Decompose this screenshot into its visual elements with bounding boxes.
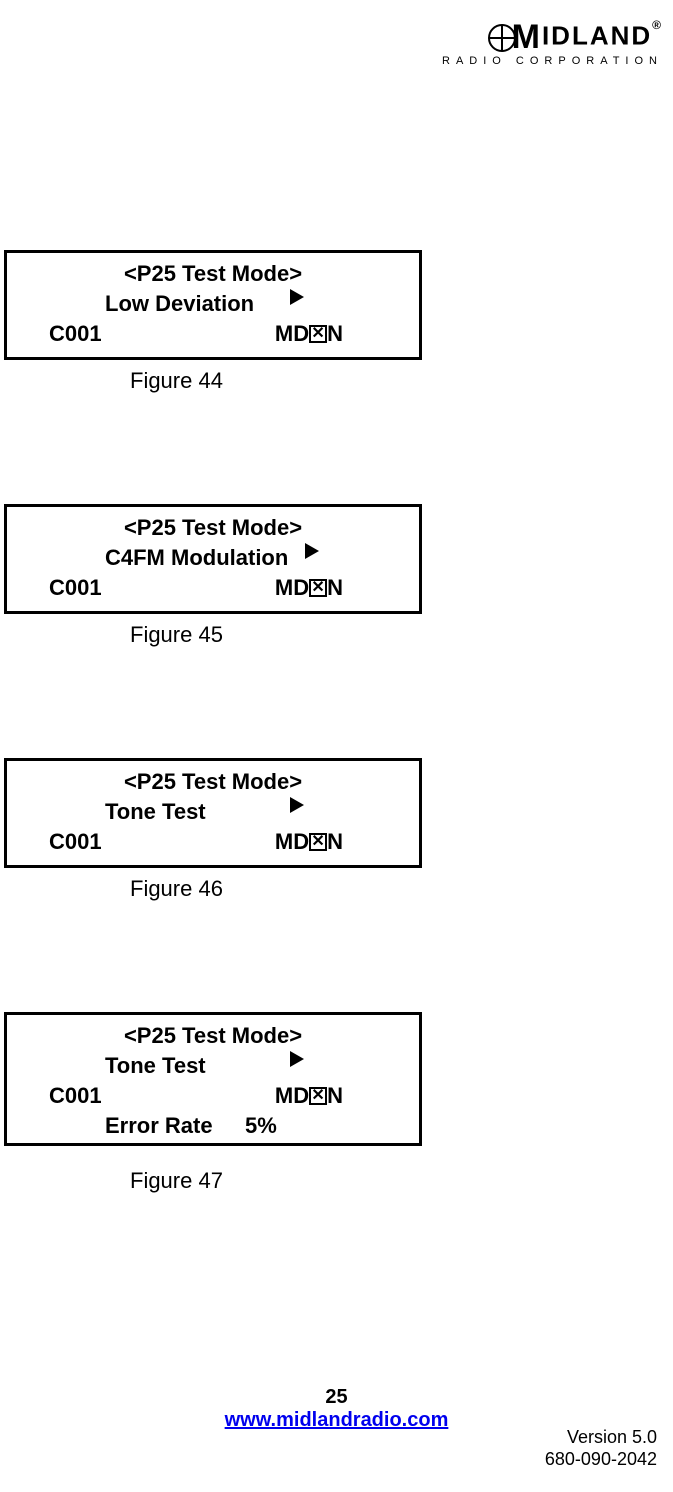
registered-mark: ® bbox=[652, 18, 663, 32]
display-title: <P25 Test Mode> bbox=[7, 767, 419, 797]
play-icon bbox=[290, 797, 304, 813]
figure-caption: Figure 45 bbox=[130, 622, 673, 648]
figure-caption: Figure 44 bbox=[130, 368, 673, 394]
figure-block: <P25 Test Mode> Low Deviation C001 MD✕N … bbox=[0, 250, 673, 394]
display-status-row: C001 MD✕N bbox=[7, 573, 419, 603]
status-suffix: N bbox=[327, 575, 343, 600]
channel-label: C001 bbox=[49, 319, 102, 349]
boxed-x-icon: ✕ bbox=[309, 1087, 327, 1105]
display-mode-row: Tone Test bbox=[7, 1051, 419, 1081]
error-rate-value: 5% bbox=[245, 1111, 277, 1141]
mode-label: Low Deviation bbox=[105, 289, 290, 319]
mode-label: Tone Test bbox=[105, 797, 290, 827]
display-status-row: C001 MD✕N bbox=[7, 827, 419, 857]
brand-logo-text: MIDLAND® bbox=[442, 18, 663, 57]
doc-number: 680-090-2042 bbox=[545, 1448, 657, 1470]
error-rate-label: Error Rate bbox=[105, 1111, 245, 1141]
figure-caption: Figure 46 bbox=[130, 876, 673, 902]
display-status-row: C001 MD✕N bbox=[7, 319, 419, 349]
channel-label: C001 bbox=[49, 1081, 102, 1111]
display-mode-row: Low Deviation bbox=[7, 289, 419, 319]
figure-block: <P25 Test Mode> Tone Test C001 MD✕N Figu… bbox=[0, 758, 673, 902]
version-text: Version 5.0 bbox=[545, 1426, 657, 1448]
status-indicator: MD✕N bbox=[275, 573, 419, 603]
status-suffix: N bbox=[327, 1083, 343, 1108]
page-number: 25 bbox=[0, 1386, 673, 1409]
version-block: Version 5.0 680-090-2042 bbox=[545, 1426, 657, 1470]
display-mode-row: C4FM Modulation bbox=[7, 543, 419, 573]
figures-content: <P25 Test Mode> Low Deviation C001 MD✕N … bbox=[0, 250, 673, 1304]
display-title: <P25 Test Mode> bbox=[7, 513, 419, 543]
boxed-x-icon: ✕ bbox=[309, 325, 327, 343]
play-icon bbox=[290, 289, 304, 305]
lcd-display: <P25 Test Mode> Tone Test C001 MD✕N bbox=[4, 758, 422, 868]
lcd-display: <P25 Test Mode> C4FM Modulation C001 MD✕… bbox=[4, 504, 422, 614]
channel-label: C001 bbox=[49, 573, 102, 603]
channel-label: C001 bbox=[49, 827, 102, 857]
website-link[interactable]: www.midlandradio.com bbox=[225, 1409, 449, 1431]
boxed-x-icon: ✕ bbox=[309, 579, 327, 597]
status-indicator: MD✕N bbox=[275, 827, 419, 857]
status-suffix: N bbox=[327, 829, 343, 854]
status-suffix: N bbox=[327, 321, 343, 346]
brand-subline: RADIO CORPORATION bbox=[442, 55, 663, 67]
display-status-row: C001 MD✕N bbox=[7, 1081, 419, 1111]
display-title: <P25 Test Mode> bbox=[7, 259, 419, 289]
play-icon bbox=[290, 1051, 304, 1067]
lcd-display: <P25 Test Mode> Low Deviation C001 MD✕N bbox=[4, 250, 422, 360]
display-error-row: Error Rate 5% bbox=[7, 1111, 419, 1141]
display-mode-row: Tone Test bbox=[7, 797, 419, 827]
status-indicator: MD✕N bbox=[275, 319, 419, 349]
figure-caption: Figure 47 bbox=[130, 1168, 673, 1194]
status-prefix: MD bbox=[275, 575, 309, 600]
display-title: <P25 Test Mode> bbox=[7, 1021, 419, 1051]
boxed-x-icon: ✕ bbox=[309, 833, 327, 851]
figure-block: <P25 Test Mode> Tone Test C001 MD✕N Erro… bbox=[0, 1012, 673, 1194]
status-prefix: MD bbox=[275, 1083, 309, 1108]
mode-label: C4FM Modulation bbox=[105, 543, 305, 573]
lcd-display: <P25 Test Mode> Tone Test C001 MD✕N Erro… bbox=[4, 1012, 422, 1146]
globe-icon bbox=[488, 24, 516, 52]
mode-label: Tone Test bbox=[105, 1051, 290, 1081]
brand-name: IDLAND bbox=[542, 20, 652, 50]
status-prefix: MD bbox=[275, 321, 309, 346]
brand-logo: MIDLAND® RADIO CORPORATION bbox=[442, 18, 663, 67]
status-prefix: MD bbox=[275, 829, 309, 854]
figure-block: <P25 Test Mode> C4FM Modulation C001 MD✕… bbox=[0, 504, 673, 648]
play-icon bbox=[305, 543, 319, 559]
status-indicator: MD✕N bbox=[275, 1081, 419, 1111]
